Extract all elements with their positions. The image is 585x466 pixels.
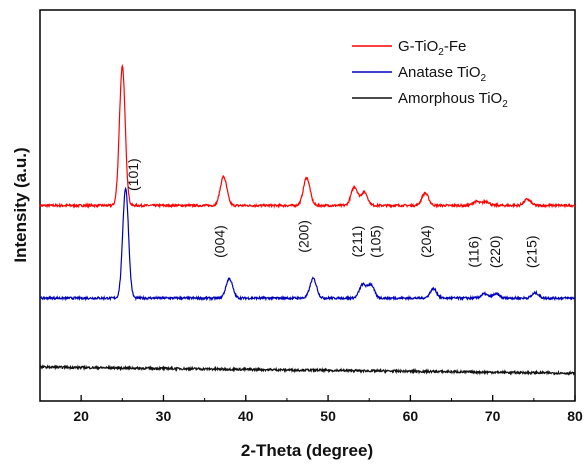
legend-label: Anatase TiO2 bbox=[398, 64, 487, 84]
legend-label: Amorphous TiO2 bbox=[398, 90, 508, 110]
x-tick-label: 40 bbox=[238, 408, 254, 424]
peak-label: (200) bbox=[295, 220, 311, 253]
legend: G-TiO2-Fe Anatase TiO2 Amorphous TiO2 bbox=[352, 38, 508, 110]
x-axis: 20 30 40 50 60 70 80 bbox=[40, 395, 583, 424]
peak-annotations: (101) (004) (200) (211) (105) (204) (116) (220)… bbox=[125, 158, 539, 268]
peak-label: (220) bbox=[487, 235, 503, 268]
peak-label: (116) bbox=[466, 236, 482, 268]
peak-label: (204) bbox=[418, 225, 434, 258]
peak-label: (105) bbox=[368, 225, 384, 258]
x-tick-label: 20 bbox=[73, 408, 89, 424]
series-line bbox=[40, 66, 575, 207]
x-tick-label: 30 bbox=[156, 408, 172, 424]
peak-label: (101) bbox=[125, 158, 141, 191]
peak-label: (004) bbox=[211, 225, 227, 258]
peak-label: (211) bbox=[349, 226, 365, 258]
series-line bbox=[40, 366, 575, 374]
x-tick-label: 60 bbox=[403, 408, 419, 424]
legend-label: G-TiO2-Fe bbox=[398, 38, 466, 58]
x-axis-title: 2-Theta (degree) bbox=[241, 441, 373, 460]
x-tick-label: 50 bbox=[320, 408, 336, 424]
x-tick-label: 70 bbox=[485, 408, 501, 424]
y-axis-title: Intensity (a.u.) bbox=[11, 147, 30, 262]
x-tick-label: 80 bbox=[567, 408, 583, 424]
peak-label: (215) bbox=[523, 235, 539, 268]
